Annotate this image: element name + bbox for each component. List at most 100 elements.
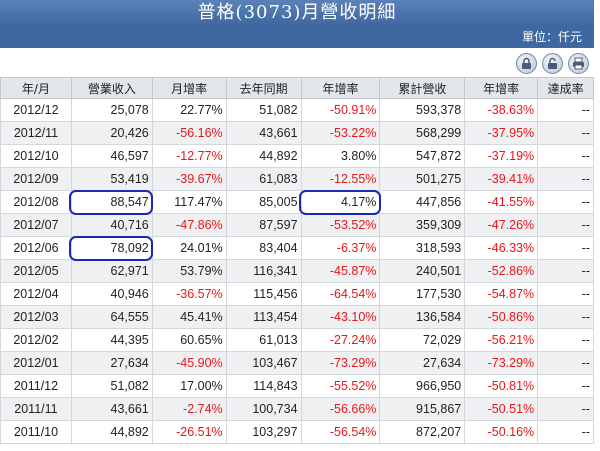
revenue-cell: 27,634: [70, 351, 153, 375]
col-header-yoy[interactable]: 年增率: [300, 77, 381, 99]
cumulative-yoy-cell: -50.16%: [464, 420, 539, 444]
print-button[interactable]: [568, 53, 589, 74]
last-year-cell: 61,083: [225, 167, 302, 191]
col-header-month[interactable]: 年/月: [0, 77, 72, 99]
unit-bar: 單位：仟元: [0, 26, 594, 48]
achievement-cell: --: [537, 374, 594, 398]
table-row: 2012/07 40,716 -47.86% 87,597 -53.52% 359,309…: [0, 213, 594, 237]
cumulative-cell: 872,207: [379, 420, 466, 444]
cumulative-cell: 240,501: [379, 259, 466, 283]
table-row: 2012/10 46,597 -12.77% 44,892 3.80% 547,872 -3…: [0, 144, 594, 168]
achievement-cell: --: [537, 328, 594, 352]
month-cell: 2012/04: [0, 282, 72, 306]
yoy-cell: -6.37%: [300, 236, 381, 260]
cumulative-yoy-cell: -39.41%: [464, 167, 539, 191]
table-row: 2011/12 51,082 17.00% 114,843 -55.52% 966,950…: [0, 374, 594, 398]
revenue-cell: 88,547: [70, 190, 153, 214]
mom-cell: 17.00%: [151, 374, 227, 398]
yoy-cell: -73.29%: [300, 351, 381, 375]
mom-cell: 53.79%: [151, 259, 227, 283]
revenue-cell: 40,716: [70, 213, 153, 237]
month-cell: 2012/12: [0, 98, 72, 122]
yoy-cell: -53.52%: [300, 213, 381, 237]
achievement-cell: --: [537, 420, 594, 444]
mom-cell: 60.65%: [151, 328, 227, 352]
cumulative-cell: 136,584: [379, 305, 466, 329]
mom-cell: -47.86%: [151, 213, 227, 237]
unlock-icon: [548, 57, 557, 69]
month-cell: 2012/05: [0, 259, 72, 283]
col-header-revenue[interactable]: 營業收入: [70, 77, 153, 99]
last-year-cell: 103,467: [225, 351, 302, 375]
mom-cell: 45.41%: [151, 305, 227, 329]
yoy-cell: -27.24%: [300, 328, 381, 352]
mom-cell: -39.67%: [151, 167, 227, 191]
revenue-cell: 46,597: [70, 144, 153, 168]
cumulative-cell: 177,530: [379, 282, 466, 306]
cumulative-yoy-cell: -37.19%: [464, 144, 539, 168]
table-row: 2012/01 27,634 -45.90% 103,467 -73.29% 27,634…: [0, 351, 594, 375]
col-header-last-year[interactable]: 去年同期: [225, 77, 302, 99]
page-title: 普格(3073)月營收明細: [0, 0, 594, 26]
last-year-cell: 115,456: [225, 282, 302, 306]
mom-cell: -56.16%: [151, 121, 227, 145]
cumulative-cell: 72,029: [379, 328, 466, 352]
achievement-cell: --: [537, 282, 594, 306]
month-cell: 2012/09: [0, 167, 72, 191]
yoy-cell: -55.52%: [300, 374, 381, 398]
col-header-achievement[interactable]: 達成率: [537, 77, 594, 99]
achievement-cell: --: [537, 190, 594, 214]
yoy-cell: 4.17%: [300, 190, 381, 214]
revenue-cell: 51,082: [70, 374, 153, 398]
cumulative-cell: 547,872: [379, 144, 466, 168]
achievement-cell: --: [537, 98, 594, 122]
cumulative-cell: 501,275: [379, 167, 466, 191]
revenue-cell: 20,426: [70, 121, 153, 145]
revenue-cell: 78,092: [70, 236, 153, 260]
achievement-cell: --: [537, 236, 594, 260]
cumulative-cell: 915,867: [379, 397, 466, 421]
last-year-cell: 114,843: [225, 374, 302, 398]
last-year-cell: 43,661: [225, 121, 302, 145]
month-cell: 2012/06: [0, 236, 72, 260]
table-row: 2012/06 78,092 24.01% 83,404 -6.37% 318,593 -4…: [0, 236, 594, 260]
cumulative-cell: 966,950: [379, 374, 466, 398]
table-row: 2012/12 25,078 22.77% 51,082 -50.91% 593,378-…: [0, 98, 594, 122]
table-row: 2012/11 20,426 -56.16% 43,661 -53.22% 568,299…: [0, 121, 594, 145]
cumulative-yoy-cell: -50.86%: [464, 305, 539, 329]
month-cell: 2012/08: [0, 190, 72, 214]
last-year-cell: 113,454: [225, 305, 302, 329]
revenue-cell: 43,661: [70, 397, 153, 421]
achievement-cell: --: [537, 144, 594, 168]
unlock-button[interactable]: [542, 53, 563, 74]
table-row: 2012/05 62,971 53.79% 116,341 -45.87% 240,501…: [0, 259, 594, 283]
table-row: 2012/09 53,419 -39.67% 61,083 -12.55% 501,275…: [0, 167, 594, 191]
cumulative-yoy-cell: -73.29%: [464, 351, 539, 375]
table-row: 2011/10 44,892 -26.51% 103,297 -56.54% 872,20…: [0, 420, 594, 444]
month-cell: 2012/07: [0, 213, 72, 237]
mom-cell: 24.01%: [151, 236, 227, 260]
cumulative-cell: 359,309: [379, 213, 466, 237]
cumulative-yoy-cell: -56.21%: [464, 328, 539, 352]
yoy-cell: -50.91%: [300, 98, 381, 122]
col-header-mom[interactable]: 月增率: [151, 77, 227, 99]
yoy-cell: -56.66%: [300, 397, 381, 421]
print-icon: [573, 57, 584, 70]
unit-label: 單位：仟元: [521, 30, 582, 44]
achievement-cell: --: [537, 213, 594, 237]
achievement-cell: --: [537, 121, 594, 145]
mom-cell: -45.90%: [151, 351, 227, 375]
cumulative-yoy-cell: -47.26%: [464, 213, 539, 237]
lock-button[interactable]: [516, 53, 537, 74]
col-header-cumulative[interactable]: 累計營收: [379, 77, 466, 99]
month-cell: 2012/01: [0, 351, 72, 375]
revenue-cell: 44,892: [70, 420, 153, 444]
last-year-cell: 103,297: [225, 420, 302, 444]
mom-cell: -2.74%: [151, 397, 227, 421]
yoy-cell: -45.87%: [300, 259, 381, 283]
cumulative-cell: 593,378: [379, 98, 466, 122]
table-row: 2012/03 64,555 45.41% 113,454 -43.10% 136,584…: [0, 305, 594, 329]
col-header-cumulative-yoy[interactable]: 年增率: [464, 77, 539, 99]
month-cell: 2012/03: [0, 305, 72, 329]
last-year-cell: 83,404: [225, 236, 302, 260]
